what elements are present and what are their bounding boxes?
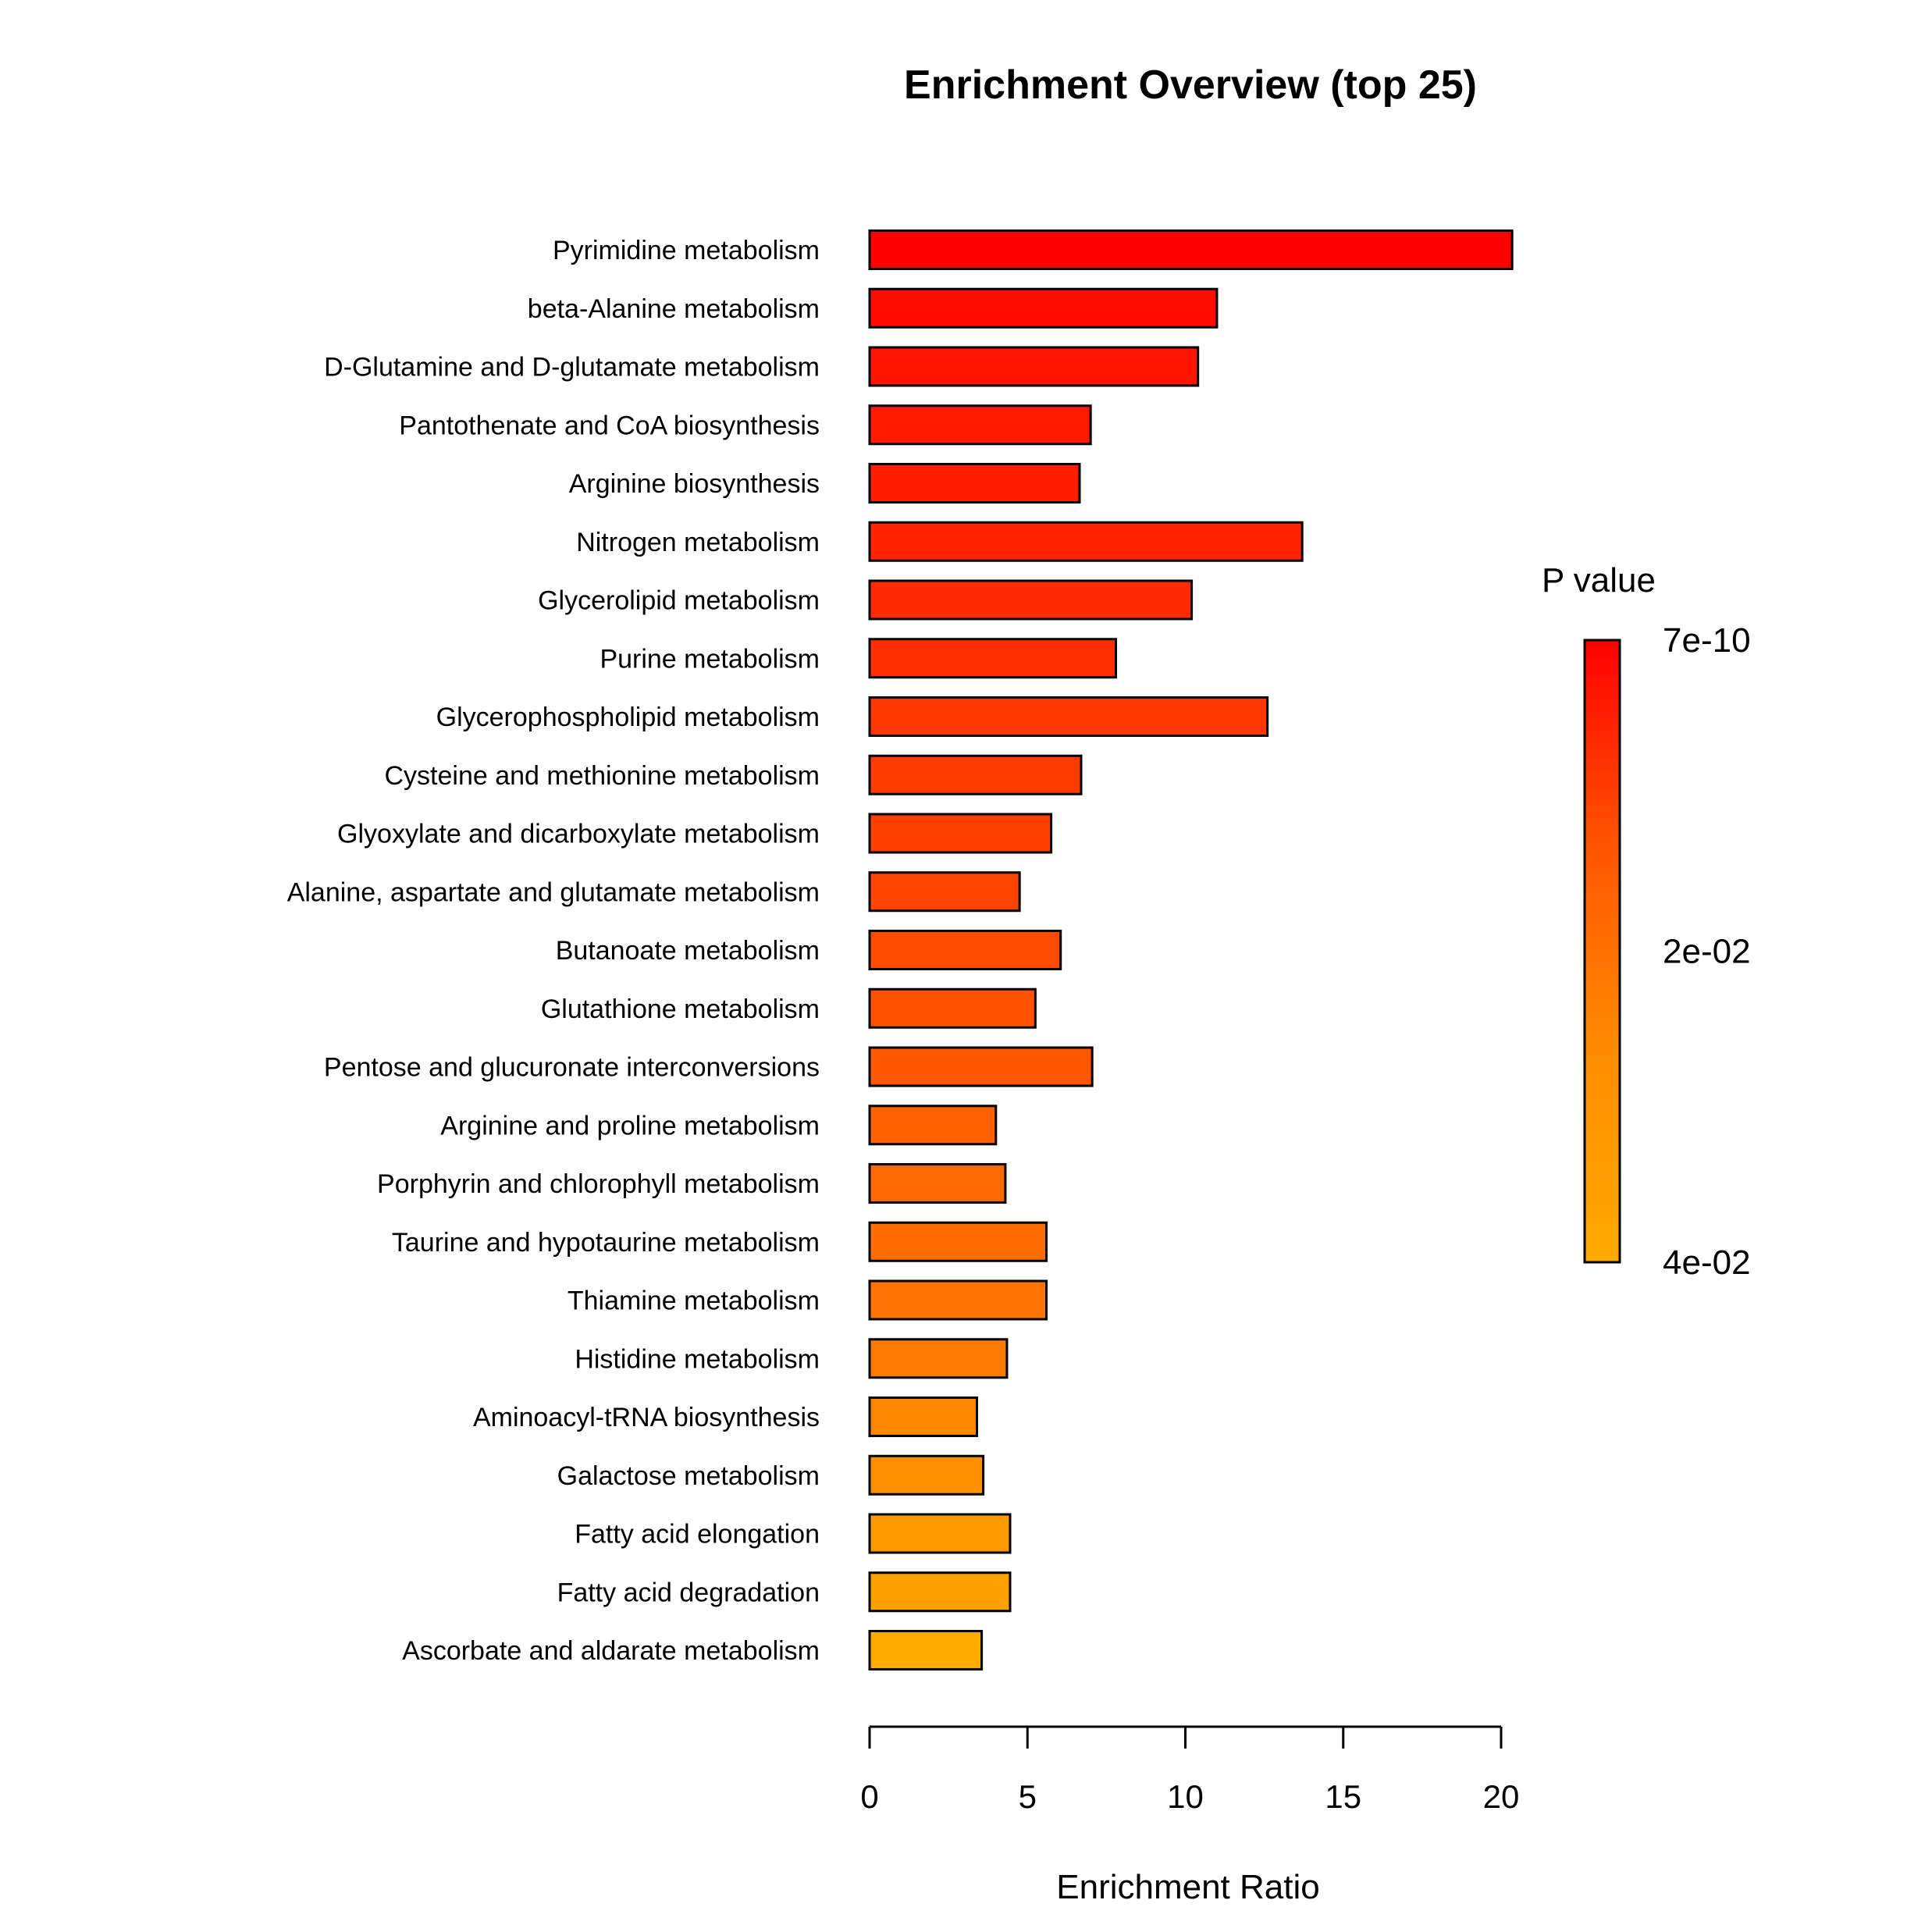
legend-gradient-bar [1583,639,1621,1264]
category-label: Glycerophospholipid metabolism [436,703,820,732]
category-label: Glyoxylate and dicarboxylate metabolism [337,820,820,849]
bar [868,871,1021,913]
category-label: Cysteine and methionine metabolism [384,761,820,791]
legend-label: 4e-02 [1663,1244,1751,1282]
x-axis: 0 5 10 15 20 [860,1725,1520,1815]
category-label: Pantothenate and CoA biosynthesis [399,411,820,440]
bar [868,1571,1012,1613]
chart-title: Enrichment Overview (top 25) [904,62,1477,108]
category-label: Arginine biosynthesis [569,469,820,499]
bar [868,1163,1007,1204]
category-label: Thiamine metabolism [568,1286,820,1316]
legend-label: 2e-02 [1663,933,1751,971]
category-label: Glutathione metabolism [541,994,820,1024]
bar [868,463,1081,503]
bar [868,696,1269,737]
category-label: beta-Alanine metabolism [528,294,820,324]
color-legend: P value 7e-10 2e-02 4e-02 [1542,561,1751,1282]
bar [868,1105,998,1146]
category-label: Alanine, aspartate and glutamate metabol… [287,877,820,907]
x-tick-label: 20 [1483,1778,1520,1815]
category-label: Fatty acid degradation [557,1578,820,1607]
bar [868,1513,1012,1554]
category-label: Histidine metabolism [575,1344,820,1374]
bar [868,229,1514,270]
legend-label: 7e-10 [1663,621,1751,660]
category-label: Pyrimidine metabolism [553,236,820,265]
category-label: Ascorbate and aldarate metabolism [402,1636,820,1666]
bar [868,1279,1048,1321]
category-labels-group: Pyrimidine metabolism beta-Alanine metabo… [287,236,820,1666]
bar [868,638,1118,679]
category-label: Taurine and hypotaurine metabolism [392,1228,820,1258]
bar [868,521,1304,562]
category-label: Porphyrin and chlorophyll metabolism [377,1169,820,1199]
category-label: Pentose and glucuronate interconversions [324,1053,820,1083]
x-tick-label: 10 [1167,1778,1204,1815]
category-label: Aminoacyl-tRNA biosynthesis [473,1403,820,1432]
bar [868,754,1083,795]
x-tick-label: 15 [1325,1778,1361,1815]
bar [868,930,1062,970]
bar [868,987,1037,1029]
bar [868,1630,984,1670]
category-label: Glycerolipid metabolism [538,586,820,616]
category-label: Nitrogen metabolism [576,528,820,557]
bar [868,346,1200,387]
bars-group [868,229,1514,1670]
bar [868,1338,1009,1379]
x-tick-label: 5 [1019,1778,1037,1815]
x-tick-label: 0 [860,1778,878,1815]
legend-title: P value [1542,561,1656,600]
bar [868,813,1053,854]
category-label: Butanoate metabolism [556,936,820,966]
category-label: Fatty acid elongation [575,1520,820,1550]
bar [868,1397,979,1437]
category-label: D-Glutamine and D-glutamate metabolism [324,353,820,382]
bar [868,1046,1094,1087]
bar [868,1454,985,1496]
bar [868,579,1194,621]
bar [868,1221,1048,1262]
x-axis-title: Enrichment Ratio [1056,1868,1319,1906]
bar [868,287,1219,329]
category-label: Purine metabolism [600,644,820,674]
category-label: Arginine and proline metabolism [440,1111,820,1140]
bar [868,404,1092,446]
category-label: Galactose metabolism [557,1461,820,1491]
legend-labels-group: 7e-10 2e-02 4e-02 [1663,621,1751,1282]
